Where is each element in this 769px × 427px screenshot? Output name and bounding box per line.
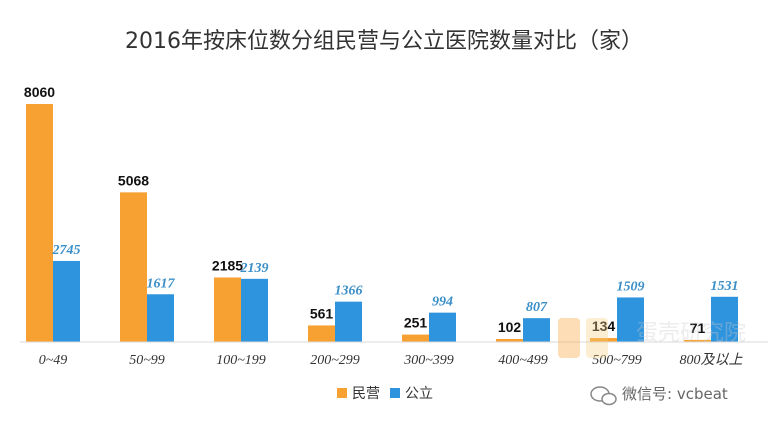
logo-mark-right: [586, 318, 608, 358]
category-label-5: 400~499: [498, 353, 548, 368]
wechat-icon: [590, 386, 617, 406]
value-label-public-5: 807: [526, 300, 548, 315]
bar-private-6: [590, 338, 617, 342]
category-label-1: 50~99: [129, 353, 165, 368]
value-label-public-4: 994: [432, 295, 453, 310]
value-label-public-3: 1366: [335, 284, 363, 299]
value-label-public-2: 2139: [240, 261, 269, 276]
category-labels-group: 0~49 50~99 100~199 200~299 300~399 400~499 500…: [39, 352, 744, 368]
value-label-private-2: 2185: [212, 257, 243, 273]
value-label-private-1: 5068: [118, 172, 149, 188]
value-label-public-7: 1531: [711, 279, 739, 294]
bar-private-4: [402, 334, 429, 342]
category-label-3: 200~299: [310, 353, 360, 368]
category-label-4: 300~399: [403, 353, 454, 368]
bar-public-0: [53, 260, 80, 342]
chart-title: 2016年按床位数分组民营与公立医院数量对比（家）: [125, 29, 643, 54]
value-label-private-3: 561: [310, 305, 334, 321]
bar-public-5: [523, 318, 550, 342]
bar-public-2: [241, 278, 268, 342]
bar-private-2: [214, 277, 241, 342]
value-label-private-6: 134: [592, 318, 616, 334]
category-label-7: 800及以上: [680, 352, 744, 368]
bar-private-3: [308, 325, 335, 342]
bar-private-1: [120, 192, 147, 342]
category-label-2: 100~199: [216, 353, 266, 368]
value-label-private-7: 71: [690, 320, 706, 336]
category-label-0: 0~49: [39, 353, 68, 368]
watermark-logo-text: 蛋壳研究院: [636, 321, 746, 346]
wechat-watermark: 微信号: vcbeat: [590, 385, 728, 406]
category-label-6: 500~799: [592, 353, 642, 368]
bars-group: [26, 104, 738, 342]
bar-private-0: [26, 104, 53, 342]
value-label-public-1: 1617: [147, 276, 176, 291]
legend-swatch-public: [390, 388, 400, 398]
value-label-private-0: 8060: [24, 84, 55, 100]
wechat-id-text: 微信号: vcbeat: [622, 385, 728, 403]
bar-public-6: [617, 297, 644, 342]
bar-public-1: [147, 294, 174, 342]
value-label-private-4: 251: [404, 315, 428, 331]
value-label-private-5: 102: [498, 319, 522, 335]
watermark-logo: 蛋壳研究院: [558, 318, 746, 358]
legend-label-public: 公立: [405, 386, 433, 402]
bar-public-3: [335, 301, 362, 342]
bar-public-7: [711, 296, 738, 342]
legend-label-private: 民营: [352, 386, 380, 402]
value-label-public-0: 2745: [52, 243, 81, 258]
bar-private-7: [684, 339, 711, 342]
legend: 民营 公立: [337, 386, 433, 402]
value-label-public-6: 1509: [617, 279, 645, 294]
logo-mark-left: [558, 318, 580, 358]
legend-swatch-private: [337, 388, 347, 398]
bar-private-5: [496, 338, 523, 342]
bar-public-4: [429, 312, 456, 342]
